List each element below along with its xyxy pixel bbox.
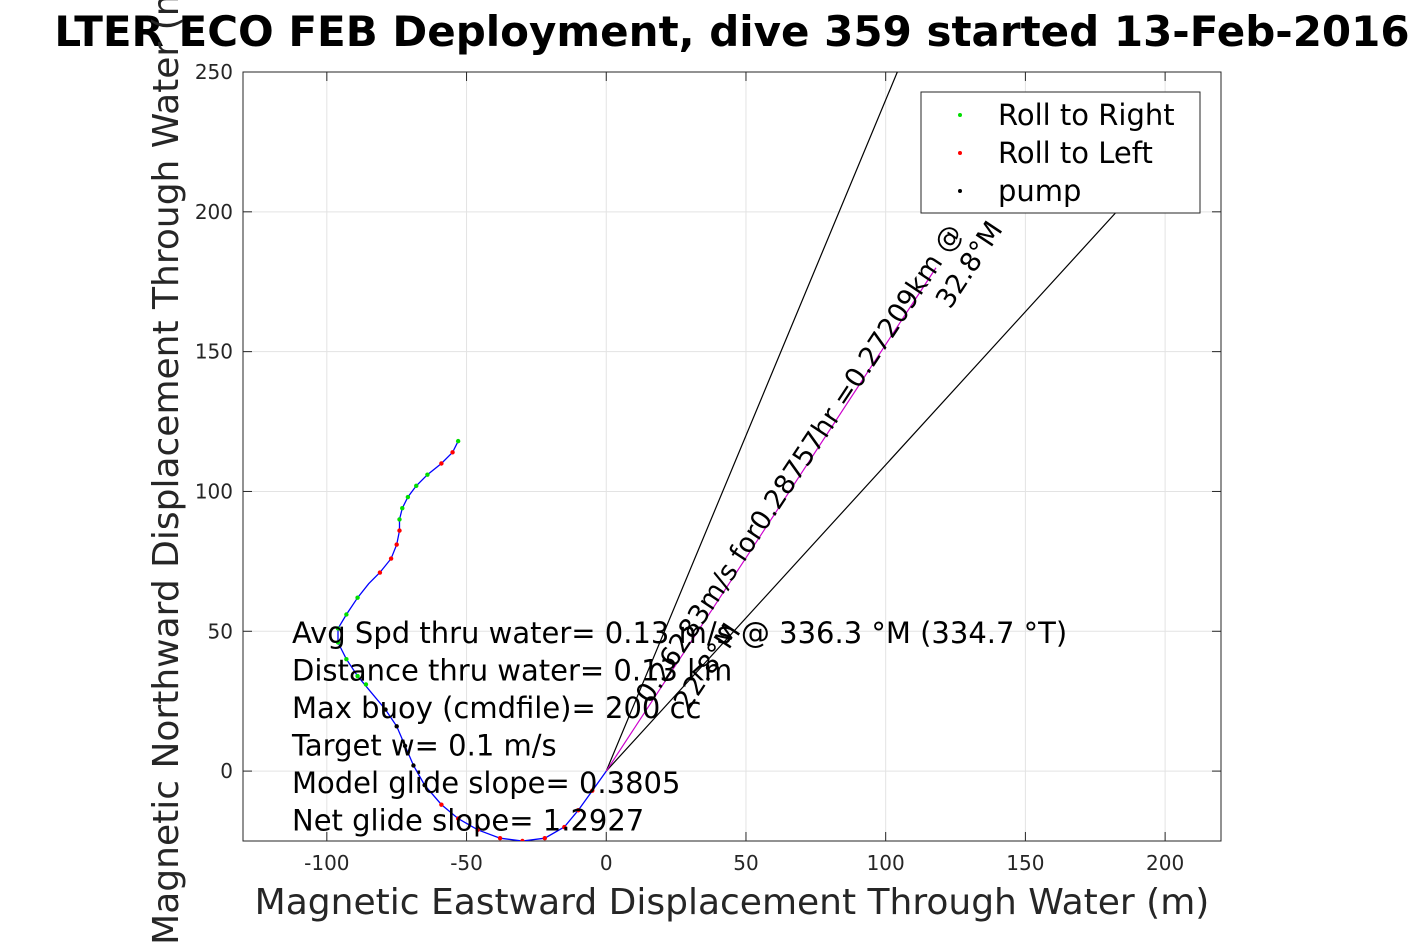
roll-right-point [397, 517, 402, 522]
roll-left-point [450, 450, 455, 455]
roll-right-point [400, 506, 405, 511]
reference-line-heading-32.8 [605, 72, 898, 772]
roll-right-point [425, 472, 430, 477]
stats-line: Avg Spd thru water= 0.13 m/s @ 336.3 °M … [292, 616, 1067, 650]
y-tick-label: 150 [195, 340, 233, 364]
roll-right-point [344, 657, 349, 662]
roll-left-point [439, 461, 444, 466]
x-tick-label: 150 [1006, 851, 1044, 875]
roll-left-point [562, 824, 567, 830]
roll-right-point [414, 483, 419, 489]
legend-marker [958, 189, 962, 193]
roll-right-point [455, 438, 461, 444]
tick-labels: -100 -50 0 50 100 150 200 0 50 100 150 200 250 [195, 60, 1184, 875]
pump-point [394, 724, 399, 729]
legend-marker [958, 151, 962, 155]
x-tick-label: 100 [867, 851, 905, 875]
roll-left-point [455, 816, 461, 821]
legend: Roll to Right Roll to Left pump [920, 91, 1201, 214]
roll-left-point [475, 827, 480, 833]
y-tick-label: 200 [195, 200, 233, 224]
pump-point [422, 782, 427, 788]
reference-lines [605, 72, 1135, 772]
stats-line: Net glide slope= 1.2927 [292, 804, 644, 838]
pump-point [402, 743, 408, 749]
roll-left-point [397, 528, 402, 533]
roll-right-point [355, 673, 360, 679]
roll-left-point [388, 556, 394, 561]
x-tick-label: -50 [450, 851, 483, 875]
roll-right-point [405, 494, 411, 500]
pump-point [383, 707, 388, 712]
x-tick-label: 50 [733, 851, 758, 875]
stats-block: Avg Spd thru water= 0.13 m/s @ 336.3 °M … [291, 616, 1067, 838]
roll-left-point [497, 836, 503, 841]
x-axis-label: Magnetic Eastward Displacement Through W… [255, 882, 1210, 923]
roll-left-point [590, 788, 595, 793]
plot-content [335, 72, 1135, 841]
roll-right-point [363, 682, 369, 687]
legend-marker [958, 113, 962, 117]
x-tick-label: -100 [304, 851, 349, 875]
plot-area [242, 71, 1222, 842]
x-tick-label: 200 [1146, 851, 1184, 875]
reference-line-heading-22.8 [605, 191, 1135, 772]
legend-label: Roll to Right [998, 98, 1175, 132]
stats-line: Max buoy (cmdfile)= 200 cc [292, 691, 701, 725]
roll-right-point [355, 595, 360, 600]
legend-label: pump [998, 174, 1081, 208]
y-tick-label: 0 [220, 759, 233, 783]
roll-left-point [576, 808, 581, 813]
stats-line: Model glide slope= 0.3805 [292, 766, 680, 800]
y-axis-label: Magnetic Northward Displacement Through … [146, 0, 187, 945]
marker-layer [335, 438, 595, 841]
roll-left-point [439, 802, 444, 807]
y-tick-label: 50 [208, 619, 233, 643]
legend-label: Roll to Left [998, 136, 1153, 170]
roll-left-point [520, 838, 525, 841]
reference-line-mean-current [605, 267, 937, 772]
roll-right-point [335, 640, 341, 645]
y-tick-label: 100 [195, 479, 233, 503]
roll-right-point [344, 612, 349, 617]
roll-left-point [377, 570, 383, 575]
pump-point [411, 763, 416, 768]
x-tick-label: 0 [600, 851, 613, 875]
roll-left-point [542, 836, 547, 841]
chart-title: LTER ECO FEB Deployment, dive 359 starte… [54, 7, 1409, 56]
roll-left-point [394, 542, 399, 547]
stats-line: Distance thru water= 0.13 km [292, 654, 732, 688]
legend-box [920, 91, 1201, 214]
tick-marks [243, 71, 1221, 841]
roll-right-point [335, 626, 341, 631]
stats-line: Target w= 0.1 m/s [291, 729, 557, 763]
y-tick-label: 250 [195, 60, 233, 84]
